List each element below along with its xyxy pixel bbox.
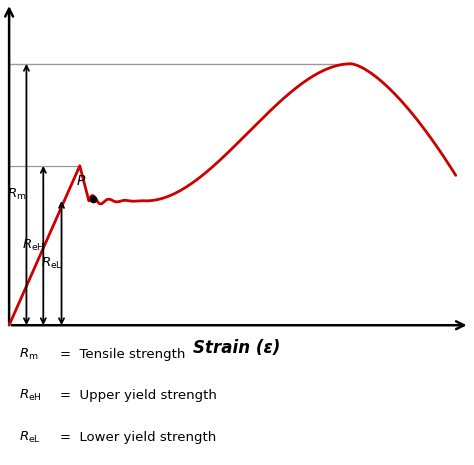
Text: $R_{\rm m}$: $R_{\rm m}$ xyxy=(19,347,38,362)
Text: $R_{\rm m}$: $R_{\rm m}$ xyxy=(7,187,26,202)
Text: =  Upper yield strength: = Upper yield strength xyxy=(60,390,217,402)
Text: $P$: $P$ xyxy=(76,174,86,188)
Text: Strain (ε): Strain (ε) xyxy=(193,339,281,357)
Text: $R_{\rm eL}$: $R_{\rm eL}$ xyxy=(19,430,41,445)
Text: $R_{\rm eH}$: $R_{\rm eH}$ xyxy=(22,238,45,253)
Text: =  Tensile strength: = Tensile strength xyxy=(60,348,186,361)
Text: $R_{\rm eL}$: $R_{\rm eL}$ xyxy=(41,255,63,271)
Text: $R_{\rm eH}$: $R_{\rm eH}$ xyxy=(19,388,42,404)
Text: =  Lower yield strength: = Lower yield strength xyxy=(60,431,217,444)
